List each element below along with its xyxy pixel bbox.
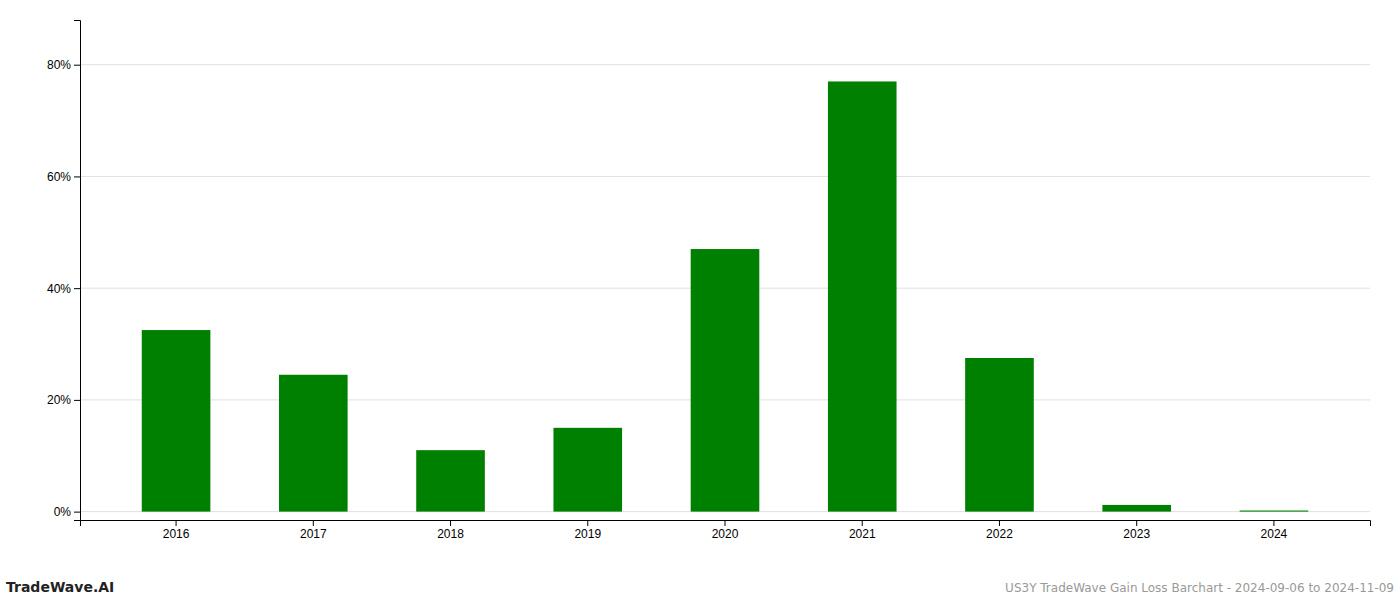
bar bbox=[965, 358, 1034, 512]
x-tick-label: 2018 bbox=[437, 527, 464, 541]
y-tick: 40% bbox=[47, 281, 80, 295]
y-tick-label: 20% bbox=[47, 393, 71, 407]
x-tick-label: 2023 bbox=[1123, 527, 1150, 541]
x-tick-label: 2020 bbox=[712, 527, 739, 541]
x-tick-mark bbox=[450, 520, 451, 526]
y-tick-mark bbox=[74, 176, 80, 177]
x-tick-label: 2019 bbox=[574, 527, 601, 541]
y-tick: 20% bbox=[47, 393, 80, 407]
y-tick-label: 60% bbox=[47, 170, 71, 184]
x-tick-label: 2017 bbox=[300, 527, 327, 541]
y-tick-mark bbox=[74, 400, 80, 401]
axis-line bbox=[74, 21, 81, 521]
x-tick: 2021 bbox=[849, 520, 876, 541]
y-tick-label: 40% bbox=[47, 281, 71, 295]
x-tick-mark bbox=[862, 520, 863, 526]
y-tick: 0% bbox=[54, 505, 80, 519]
y-tick-mark bbox=[74, 288, 80, 289]
y-tick: 80% bbox=[47, 58, 80, 72]
bar bbox=[416, 450, 485, 511]
grid-line bbox=[80, 176, 1370, 177]
x-tick-mark bbox=[313, 520, 314, 526]
x-tick: 2017 bbox=[300, 520, 327, 541]
grid-line bbox=[80, 64, 1370, 65]
y-tick: 60% bbox=[47, 170, 80, 184]
footer-right: US3Y TradeWave Gain Loss Barchart - 2024… bbox=[1005, 581, 1394, 595]
x-tick-label: 2022 bbox=[986, 527, 1013, 541]
x-tick-label: 2024 bbox=[1261, 527, 1288, 541]
bar bbox=[1240, 511, 1309, 512]
bar bbox=[142, 330, 211, 512]
x-tick-mark bbox=[725, 520, 726, 526]
x-tick: 2023 bbox=[1123, 520, 1150, 541]
bar bbox=[279, 375, 348, 512]
x-tick-mark bbox=[1273, 520, 1274, 526]
chart-container: 0%20%40%60%80%20162017201820192020202120… bbox=[0, 0, 1400, 600]
chart-svg: 0%20%40%60%80%20162017201820192020202120… bbox=[0, 0, 1400, 600]
x-tick-mark bbox=[1136, 520, 1137, 526]
y-axis: 0% 20% 40% 60% 80% bbox=[47, 21, 81, 521]
x-tick: 2018 bbox=[437, 520, 464, 541]
y-tick-mark bbox=[74, 512, 80, 513]
footer-left: TradeWave.AI bbox=[6, 579, 114, 595]
bar bbox=[1102, 505, 1171, 512]
bars bbox=[142, 81, 1308, 511]
x-axis: 2016 2017 2018 2019 2020 2021 2022 2023 2024 bbox=[81, 520, 1371, 541]
plot-area: 0%20%40%60%80%20162017201820192020202120… bbox=[47, 21, 1371, 541]
x-tick: 2022 bbox=[986, 520, 1013, 541]
x-tick: 2020 bbox=[712, 520, 739, 541]
x-tick: 2016 bbox=[163, 520, 190, 541]
x-tick-mark bbox=[587, 520, 588, 526]
x-tick-mark bbox=[999, 520, 1000, 526]
x-tick-label: 2016 bbox=[163, 527, 190, 541]
grid bbox=[80, 65, 1370, 512]
x-tick-label: 2021 bbox=[849, 527, 876, 541]
x-tick: 2024 bbox=[1261, 520, 1288, 541]
bar bbox=[828, 81, 897, 511]
x-tick-mark bbox=[176, 520, 177, 526]
axis-line bbox=[81, 521, 1371, 527]
bar bbox=[553, 428, 622, 512]
y-tick-label: 80% bbox=[47, 58, 71, 72]
y-tick-mark bbox=[74, 65, 80, 66]
bar bbox=[691, 249, 760, 512]
y-tick-label: 0% bbox=[54, 505, 72, 519]
x-tick: 2019 bbox=[574, 520, 601, 541]
